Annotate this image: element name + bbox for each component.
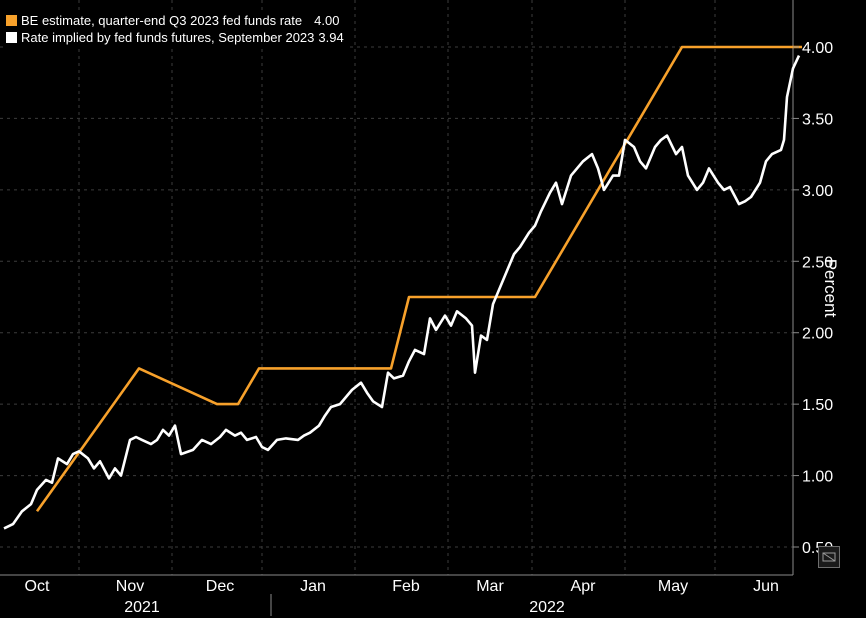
y-tick-label: 2.50 <box>802 254 833 271</box>
x-year-label: 2021 <box>124 599 160 616</box>
x-tick-label: Jan <box>300 578 326 595</box>
legend: BE estimate, quarter-end Q3 2023 fed fun… <box>4 10 348 49</box>
x-tick-label: Mar <box>476 578 504 595</box>
y-tick-label: 4.00 <box>802 40 833 57</box>
y-tick-labels: 0.501.001.502.002.503.003.504.00 <box>793 40 833 557</box>
legend-label-implied: Rate implied by fed funds futures, Septe… <box>21 30 315 45</box>
x-tick-label: Nov <box>116 578 144 595</box>
x-year-label: 2022 <box>529 599 565 616</box>
y-tick-label: 3.50 <box>802 111 833 128</box>
legend-swatch-estimate <box>6 15 17 26</box>
x-tick-label: Oct <box>25 578 50 595</box>
y-tick-label: 3.00 <box>802 183 833 200</box>
legend-value-estimate: 4.00 <box>314 13 340 28</box>
x-tick-label: May <box>658 578 688 595</box>
x-tick-labels: Oct Nov Dec Jan Feb Mar Apr May Jun 2021 2022 <box>25 578 779 616</box>
legend-item-estimate: BE estimate, quarter-end Q3 2023 fed fun… <box>6 12 344 29</box>
series-layer <box>3 45 802 530</box>
legend-value-implied: 3.94 <box>318 30 344 45</box>
x-tick-label: Apr <box>571 578 597 595</box>
legend-label-estimate: BE estimate, quarter-end Q3 2023 fed fun… <box>21 13 303 28</box>
expand-chart-icon[interactable] <box>818 546 840 568</box>
grid-lines <box>0 0 793 575</box>
legend-item-implied: Rate implied by fed funds futures, Septe… <box>6 29 344 46</box>
series-line-implied <box>3 55 801 530</box>
y-axis-title: Percent <box>821 258 840 318</box>
series-line-estimate <box>35 45 802 513</box>
y-tick-label: 2.00 <box>802 326 833 343</box>
x-tick-label: Dec <box>206 578 234 595</box>
y-tick-label: 1.00 <box>802 469 833 486</box>
y-tick-label: 1.50 <box>802 397 833 414</box>
legend-swatch-implied <box>6 32 17 43</box>
x-tick-label: Jun <box>753 578 779 595</box>
x-tick-label: Feb <box>392 578 420 595</box>
